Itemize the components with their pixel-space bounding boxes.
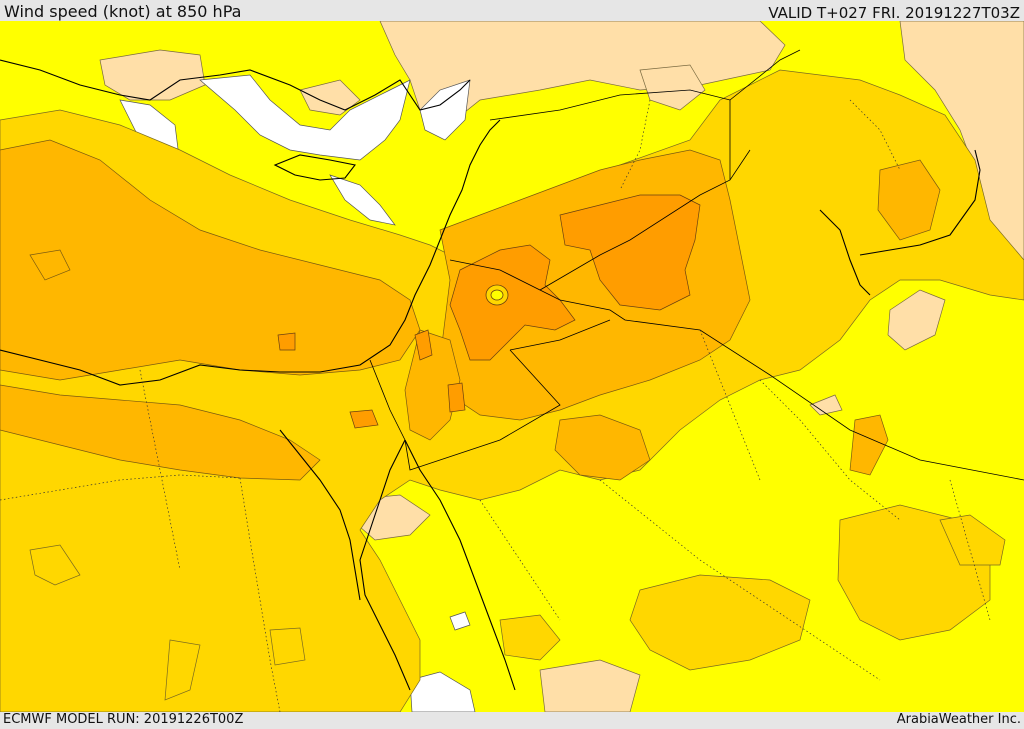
credit-label: ArabiaWeather Inc. (896, 712, 1021, 727)
model-run-label: ECMWF MODEL RUN: 20191226T00Z (3, 712, 244, 727)
province-boundaries (0, 99, 991, 712)
map-title: Wind speed (knot) at 850 hPa (4, 2, 242, 21)
wind-max-core (485, 284, 509, 306)
strong-wind-zones (277, 194, 701, 429)
map-header: Wind speed (knot) at 850 hPa VALID T+027… (0, 0, 1024, 22)
wind-speed-map (0, 21, 1024, 712)
map-footer: ECMWF MODEL RUN: 20191226T00Z ArabiaWeat… (0, 712, 1024, 729)
valid-time: VALID T+027 FRI. 20191227T03Z (768, 4, 1020, 22)
very-light-wind-zones (99, 21, 1024, 712)
coastlines (0, 59, 981, 691)
